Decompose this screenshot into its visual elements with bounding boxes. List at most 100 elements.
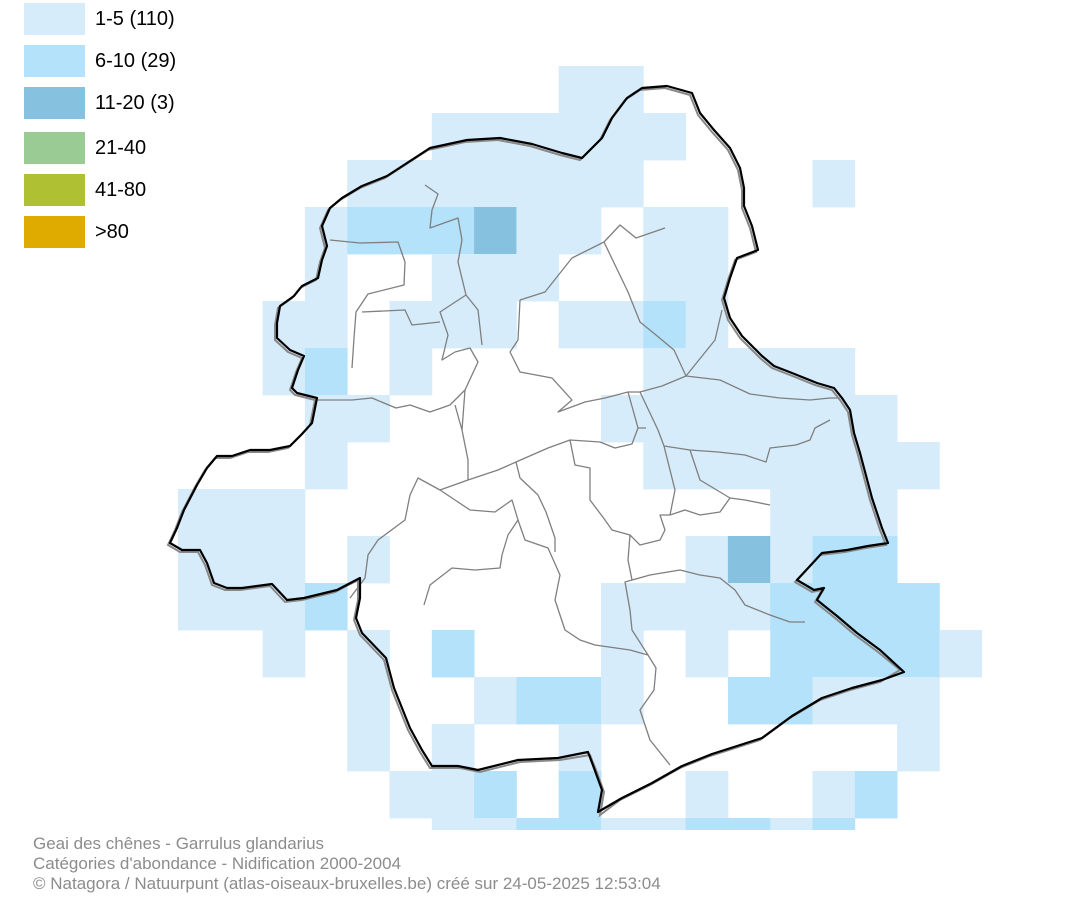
grid-cell [431,301,475,349]
grid-cell [347,630,390,678]
grid-cell [558,160,602,208]
commune-boundary [509,299,723,413]
grid-cell [601,160,644,208]
region-outline [168,84,906,814]
grid-cell [262,489,306,537]
grid-cell [262,583,306,631]
grid-cell [558,771,602,819]
grid-cell [812,489,856,537]
grid-cell [431,818,475,830]
grid-cell [770,536,813,584]
commune-boundaries [318,184,840,766]
grid-cell [685,207,729,255]
grid-cell [601,395,644,443]
grid-cell [431,254,475,302]
grid-cell [178,536,221,584]
commune-boundary [515,461,556,552]
grid-cell [178,489,221,537]
grid-cell [939,630,983,678]
grid-cell [643,301,686,349]
grid-cell [601,301,644,349]
commune-boundary [663,445,676,516]
grid-cell [685,254,729,302]
grid-cell [643,818,686,830]
grid-cell [262,348,306,396]
grid-cell [304,348,348,396]
grid-cell [643,113,686,161]
grid-cell [347,724,390,772]
grid-cell [558,113,602,161]
grid-cell [727,348,771,396]
legend-swatch [24,132,85,164]
commune-boundary [349,477,469,599]
grid-cell [347,536,390,584]
grid-cell [262,536,306,584]
legend-swatch [24,45,85,77]
grid-cell [347,207,390,255]
grid-cell [643,348,686,396]
grid-cell [389,207,433,255]
grid-cell [558,66,602,114]
grid-cell [685,583,729,631]
grid-cell [474,254,517,302]
commune-boundary [423,489,519,606]
grid-cell [770,818,813,830]
grid-cell [558,301,602,349]
legend-label: 21-40 [95,137,147,159]
grid-cell [643,207,686,255]
grid-cell [304,442,348,490]
commune-boundary [624,534,671,766]
legend-label: 6-10 (29) [95,50,177,72]
legend-label: 1-5 (110) [95,8,175,30]
grid-cell [770,395,813,443]
legend-label: >80 [95,221,129,243]
grid-cell [601,677,644,725]
grid-cell [474,301,517,349]
legend-swatch [24,174,85,206]
grid-cell [812,160,856,208]
grid-cell [178,583,221,631]
commune-boundary [465,294,483,346]
commune-boundary [639,391,797,463]
grid-cell [897,724,940,772]
grid-cell [431,771,475,819]
grid-cell [431,207,475,255]
grid-cell [897,677,940,725]
grid-cell [643,254,686,302]
grid-cell [812,536,856,584]
grid-cell [389,348,433,396]
grid-cell [431,630,475,678]
commune-boundary [517,519,649,656]
distribution-map [166,66,983,830]
grid-cell [558,207,602,255]
commune-boundary [627,391,639,429]
grid-cell [389,160,433,208]
grid-cell [854,771,898,819]
grid-cell [812,818,856,830]
grid-cell [770,442,813,490]
grid-cell [770,630,813,678]
grid-cell [304,301,348,349]
grid-cell [601,583,644,631]
grid-cell [474,771,517,819]
grid-cell [389,771,433,819]
grid-cell [558,818,602,830]
legend-swatch [24,216,85,248]
grid-cell [685,348,729,396]
commune-boundary [424,184,467,361]
grid-cell [812,630,856,678]
commune-boundary [795,419,831,446]
commune-boundary [454,404,646,481]
grid-cell [601,818,644,830]
grid-cell [897,583,940,631]
commune-boundary [361,309,441,326]
grid-cell [770,583,813,631]
grid-cell [474,818,517,830]
grid-cell [262,301,306,349]
grid-cell [304,583,348,631]
grid-cell [558,724,602,772]
grid-cell [854,677,898,725]
grid-cell [854,395,898,443]
grid-cell [727,677,771,725]
grid-cell [431,113,475,161]
